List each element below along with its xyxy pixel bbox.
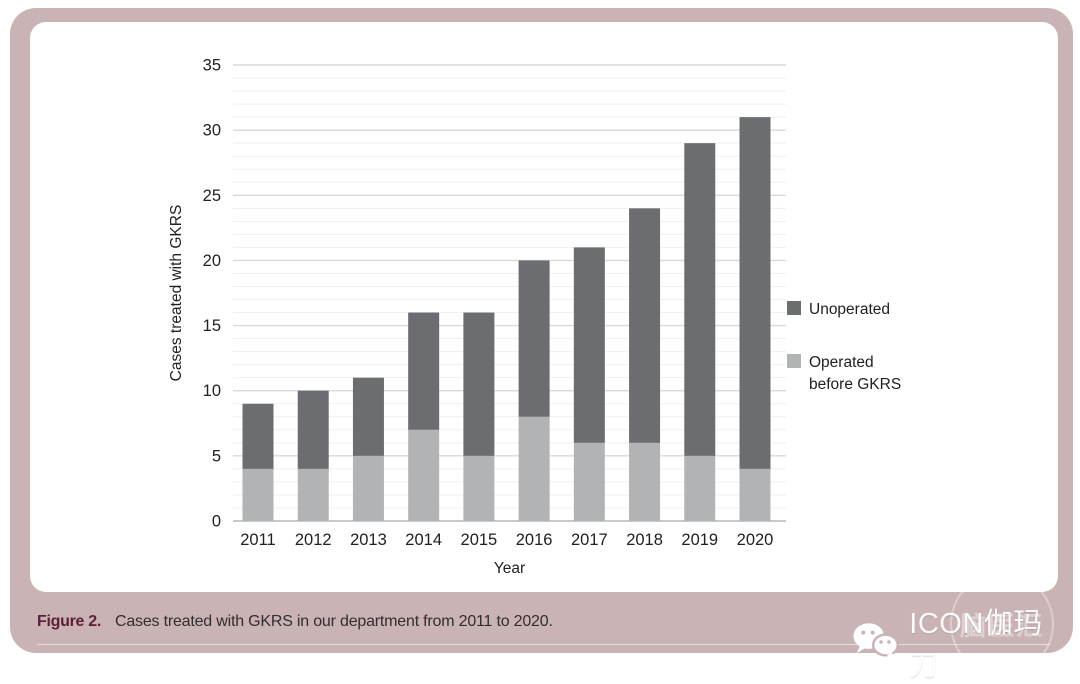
watermark: 脑医汇 ICON伽玛刀 [850, 572, 1070, 682]
bar-segment-unoperated-2014 [408, 312, 440, 430]
figure-caption: Figure 2. Cases treated with GKRS in our … [37, 612, 1037, 632]
bar-segment-unoperated-2017 [573, 247, 605, 443]
x-tick-label: 2013 [350, 531, 387, 549]
watermark-text: ICON伽玛刀 [909, 608, 1043, 682]
y-tick-label: 20 [203, 252, 221, 270]
y-tick-label: 35 [203, 57, 221, 75]
bar-segment-operated-2019 [684, 455, 716, 521]
bar-segment-operated-2014 [408, 429, 440, 521]
legend-label: before GKRS [809, 376, 901, 393]
caption-text: Cases treated with GKRS in our departmen… [114, 613, 553, 630]
y-axis-title: Cases treated with GKRS [168, 205, 185, 382]
x-tick-label: 2017 [571, 531, 608, 549]
wechat-icon [853, 623, 900, 660]
caption-divider [37, 644, 1050, 645]
y-tick-label: 5 [212, 447, 221, 465]
y-tick-label: 15 [203, 317, 221, 335]
bar-segment-operated-2012 [297, 468, 329, 521]
bar-segment-unoperated-2016 [518, 260, 550, 417]
x-tick-label: 2014 [405, 531, 442, 549]
x-tick-label: 2018 [626, 531, 663, 549]
bar-segment-operated-2020 [739, 468, 771, 521]
bar-segment-operated-2015 [463, 455, 495, 521]
chart-panel: 0 5 10 15 20 25 30 35 2011 2012 2013 2014 2015 2016 20… [30, 22, 1058, 592]
x-tick-label: 2015 [461, 531, 498, 549]
y-tick-label: 30 [203, 122, 221, 140]
x-tick-label: 2016 [516, 531, 553, 549]
bar-segment-unoperated-2020 [739, 117, 771, 469]
x-tick-label: 2012 [295, 531, 332, 549]
bar-segment-unoperated-2015 [463, 312, 495, 456]
x-tick-label: 2020 [737, 531, 774, 549]
x-tick-label: 2011 [240, 531, 275, 549]
bar-segment-unoperated-2018 [629, 208, 661, 443]
y-tick-label: 25 [203, 187, 221, 205]
bar-segment-operated-2018 [629, 442, 661, 521]
legend-swatch [787, 301, 801, 315]
bar-segment-unoperated-2011 [242, 403, 274, 469]
y-tick-label: 0 [212, 513, 221, 531]
bar-segment-operated-2017 [573, 442, 605, 521]
stacked-bar-chart: 0 5 10 15 20 25 30 35 2011 2012 2013 2014 2015 2016 20… [168, 57, 901, 578]
legend-label: Unoperated [809, 301, 890, 318]
stamp-watermark: 脑医汇 [950, 572, 1054, 676]
bar-segment-operated-2016 [518, 416, 550, 521]
y-tick-label: 10 [203, 382, 221, 400]
x-axis-title: Year [494, 560, 525, 577]
bar-segment-operated-2011 [242, 468, 274, 521]
bar-segment-unoperated-2012 [297, 390, 329, 469]
caption-label: Figure 2. [37, 613, 101, 630]
stamp-text: 脑医汇 [959, 610, 1044, 641]
bar-segment-unoperated-2019 [684, 143, 716, 456]
legend-swatch [787, 354, 801, 368]
x-tick-label: 2019 [681, 531, 718, 549]
legend-label: Operated [809, 354, 874, 371]
bar-segment-unoperated-2013 [352, 377, 384, 456]
bar-segment-operated-2013 [352, 455, 384, 521]
